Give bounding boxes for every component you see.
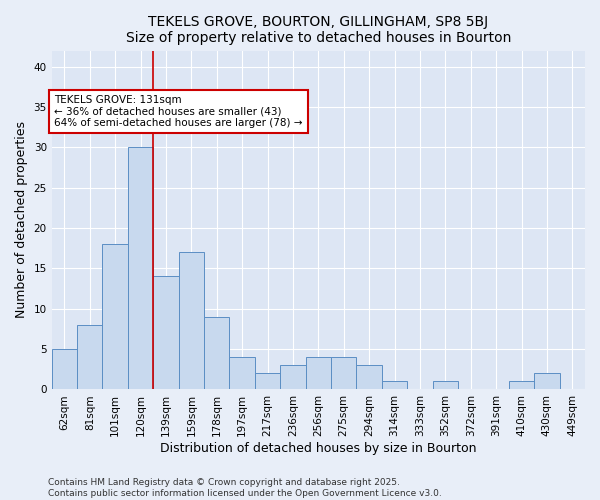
Bar	[382, 382, 407, 390]
Bar	[103, 244, 128, 390]
Text: Contains HM Land Registry data © Crown copyright and database right 2025.
Contai: Contains HM Land Registry data © Crown c…	[48, 478, 442, 498]
Bar	[255, 374, 280, 390]
Bar	[433, 382, 458, 390]
Bar	[305, 357, 331, 390]
Bar	[179, 252, 204, 390]
Bar	[331, 357, 356, 390]
X-axis label: Distribution of detached houses by size in Bourton: Distribution of detached houses by size …	[160, 442, 476, 455]
Bar	[356, 365, 382, 390]
Bar	[509, 382, 534, 390]
Bar	[153, 276, 179, 390]
Text: TEKELS GROVE: 131sqm
← 36% of detached houses are smaller (43)
64% of semi-detac: TEKELS GROVE: 131sqm ← 36% of detached h…	[54, 95, 303, 128]
Bar	[77, 325, 103, 390]
Bar	[128, 148, 153, 390]
Bar	[280, 365, 305, 390]
Y-axis label: Number of detached properties: Number of detached properties	[15, 122, 28, 318]
Bar	[204, 317, 229, 390]
Title: TEKELS GROVE, BOURTON, GILLINGHAM, SP8 5BJ
Size of property relative to detached: TEKELS GROVE, BOURTON, GILLINGHAM, SP8 5…	[125, 15, 511, 45]
Bar	[52, 349, 77, 390]
Bar	[534, 374, 560, 390]
Bar	[229, 357, 255, 390]
